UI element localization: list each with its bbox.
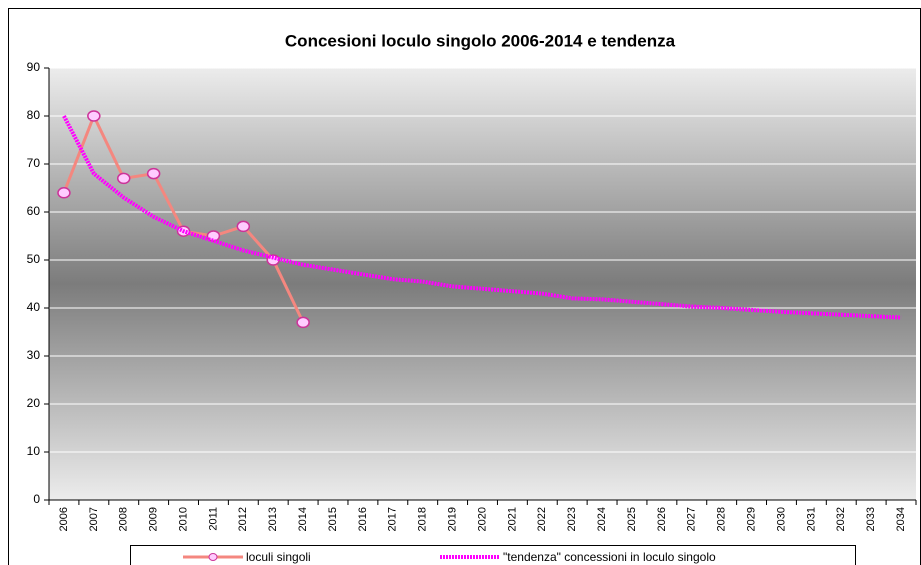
x-tick-label: 2033 [865,507,877,531]
data-point [87,110,101,122]
x-tick-label: 2020 [476,507,488,531]
x-tick-label: 2025 [626,507,638,531]
x-tick-label: 2026 [656,507,668,531]
x-tick-label: 2015 [327,507,339,531]
x-tick-label: 2018 [417,507,429,531]
x-tick-label: 2010 [177,507,189,531]
x-tick-label: 2028 [716,507,728,531]
x-tick-label: 2011 [207,507,219,531]
x-tick-label: 2030 [775,507,787,531]
x-tick-label: 2022 [536,507,548,531]
data-point [296,316,310,329]
data-point [57,187,71,199]
x-tick-label: 2027 [686,507,698,531]
data-point [236,220,251,233]
x-tick-label: 2006 [58,507,70,531]
y-tick-label: 80 [27,108,41,122]
legend-marker [208,553,218,561]
x-tick-label: 2007 [88,507,100,531]
y-tick-label: 70 [27,156,41,170]
legend-label: "tendenza" concessioni in loculo singolo [503,550,716,564]
y-tick-label: 90 [27,60,41,74]
x-tick-label: 2031 [805,507,817,531]
y-tick-label: 10 [27,444,41,458]
x-tick-label: 2012 [237,507,249,531]
x-tick-label: 2017 [387,507,399,531]
y-tick-label: 20 [27,396,41,410]
plot-area [49,68,916,500]
x-tick-label: 2016 [357,507,369,531]
x-tick-label: 2029 [745,507,757,531]
x-tick-label: 2019 [447,507,459,531]
data-point [116,172,131,185]
x-tick-label: 2009 [148,507,160,531]
x-tick-label: 2034 [895,507,907,531]
x-tick-label: 2032 [835,507,847,531]
x-tick-label: 2021 [506,507,518,531]
x-tick-label: 2014 [297,507,309,531]
y-tick-label: 40 [27,300,41,314]
trend-line [62,115,902,320]
y-tick-label: 50 [27,252,41,266]
y-tick-label: 30 [27,348,41,362]
data-point [146,167,161,180]
x-tick-label: 2013 [267,507,279,531]
y-tick-label: 0 [33,492,40,506]
y-tick-label: 60 [27,204,41,218]
x-tick-label: 2024 [596,507,608,531]
x-tick-label: 2008 [118,507,130,531]
legend-label: loculi singoli [246,550,311,564]
chart-title: Concesioni loculo singolo 2006-2014 e te… [285,31,676,50]
x-tick-label: 2023 [566,507,578,531]
